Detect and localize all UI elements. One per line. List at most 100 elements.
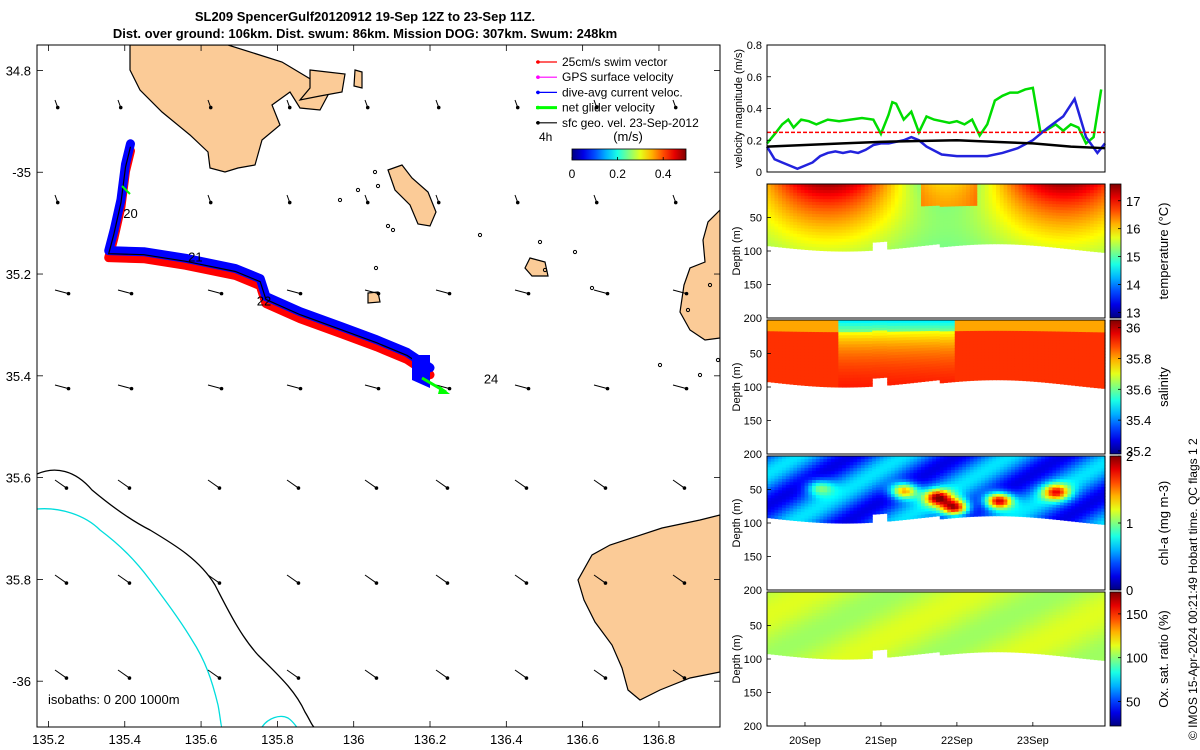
profile-cell <box>812 361 817 366</box>
profile-cell <box>1063 227 1069 232</box>
profile-cell <box>1078 376 1084 381</box>
profile-cell <box>815 199 821 203</box>
profile-cell <box>838 214 843 219</box>
profile-cell <box>812 234 817 239</box>
profile-cell <box>1018 236 1023 240</box>
profile-cell <box>936 216 941 220</box>
profile-cell <box>804 358 809 363</box>
profile-cell <box>845 516 851 521</box>
profile-cell <box>797 210 802 215</box>
profile-cell <box>924 331 930 335</box>
profile-cell <box>898 328 903 333</box>
profile-cell <box>951 237 956 241</box>
profile-cell <box>875 505 881 510</box>
profile-cell <box>1022 328 1027 332</box>
profile-cell <box>812 231 817 236</box>
profile-cell <box>857 202 862 206</box>
profile-cell <box>984 374 990 378</box>
profile-cell <box>838 474 843 478</box>
profile-cell <box>962 225 967 229</box>
profile-cell <box>1026 339 1031 343</box>
profile-cell <box>1082 335 1087 339</box>
profile-cell <box>936 328 941 332</box>
profile-cell <box>864 344 869 348</box>
profile-cell <box>951 198 956 202</box>
profile-cell <box>849 347 854 352</box>
profile-cell <box>864 320 869 324</box>
profile-cell <box>849 247 854 252</box>
profile-cell <box>797 236 802 241</box>
profile-cell <box>797 456 802 460</box>
profile-cell <box>939 184 945 188</box>
profile-cell <box>785 464 791 469</box>
profile-cell <box>770 328 776 332</box>
profile-cell <box>872 503 877 507</box>
profile-cell <box>1007 235 1012 239</box>
profile-cell <box>890 207 896 211</box>
profile-cell <box>969 328 975 332</box>
profile-cell <box>913 339 918 344</box>
profile-cell <box>778 476 783 480</box>
profile-cell <box>962 375 967 379</box>
profile-cell <box>984 211 990 215</box>
profile-cell <box>838 202 843 206</box>
profile-cell <box>819 326 824 330</box>
profile-cell <box>951 206 956 210</box>
profile-cell <box>1074 328 1080 333</box>
profile-cell <box>958 184 963 188</box>
profile-cell <box>973 194 978 199</box>
profile-cell <box>1089 341 1095 345</box>
profile-cell <box>1093 208 1099 213</box>
profile-cell <box>793 242 798 247</box>
profile-cell <box>1029 328 1035 332</box>
profile-cell <box>782 345 787 350</box>
profile-cell <box>868 344 873 348</box>
profile-cell <box>984 200 990 204</box>
profile-cell <box>1041 220 1046 225</box>
profile-cell <box>845 359 851 364</box>
profile-cell <box>830 226 836 231</box>
profile-cell <box>988 211 993 215</box>
profile-cell <box>770 461 776 466</box>
profile-cell <box>815 335 821 339</box>
profile-cell <box>789 366 794 371</box>
profile-cell <box>1063 346 1069 350</box>
profile-cell <box>883 461 888 465</box>
profile-cell <box>883 471 888 475</box>
profile-cell <box>977 205 982 210</box>
profile-cell <box>1003 194 1008 199</box>
profile-cell <box>1014 322 1020 327</box>
profile-cell <box>778 490 783 494</box>
profile-cell <box>981 371 986 375</box>
profile-cell <box>905 244 911 248</box>
profile-cell <box>774 215 779 219</box>
profile-cell <box>864 486 869 490</box>
profile-cell <box>875 471 881 475</box>
profile-cell <box>1074 246 1080 251</box>
profile-cell <box>936 320 941 324</box>
profile-cell <box>782 363 787 367</box>
profile-cell <box>845 335 851 339</box>
profile-cell <box>1003 241 1008 245</box>
profile-cell <box>1048 229 1054 234</box>
profile-cell <box>853 247 858 252</box>
profile-cell <box>1089 338 1095 342</box>
profile-cell <box>838 462 843 466</box>
profile-cell <box>1014 222 1020 226</box>
profile-cell <box>827 501 832 506</box>
profile-cell <box>947 376 952 380</box>
profile-cell <box>849 519 854 524</box>
profile-cell <box>778 368 783 373</box>
profile-cell <box>845 350 851 355</box>
profile-cell <box>958 236 963 241</box>
profile-cell <box>928 353 933 357</box>
profile-cell <box>800 331 806 336</box>
geo-arrow-head <box>64 676 69 680</box>
profile-cell <box>875 327 881 332</box>
profile-cell <box>951 228 956 233</box>
profile-cell <box>842 498 847 503</box>
profile-cell <box>917 350 922 355</box>
profile-cell <box>819 332 824 336</box>
profile-cell <box>898 375 903 379</box>
profile-cell <box>883 335 888 339</box>
